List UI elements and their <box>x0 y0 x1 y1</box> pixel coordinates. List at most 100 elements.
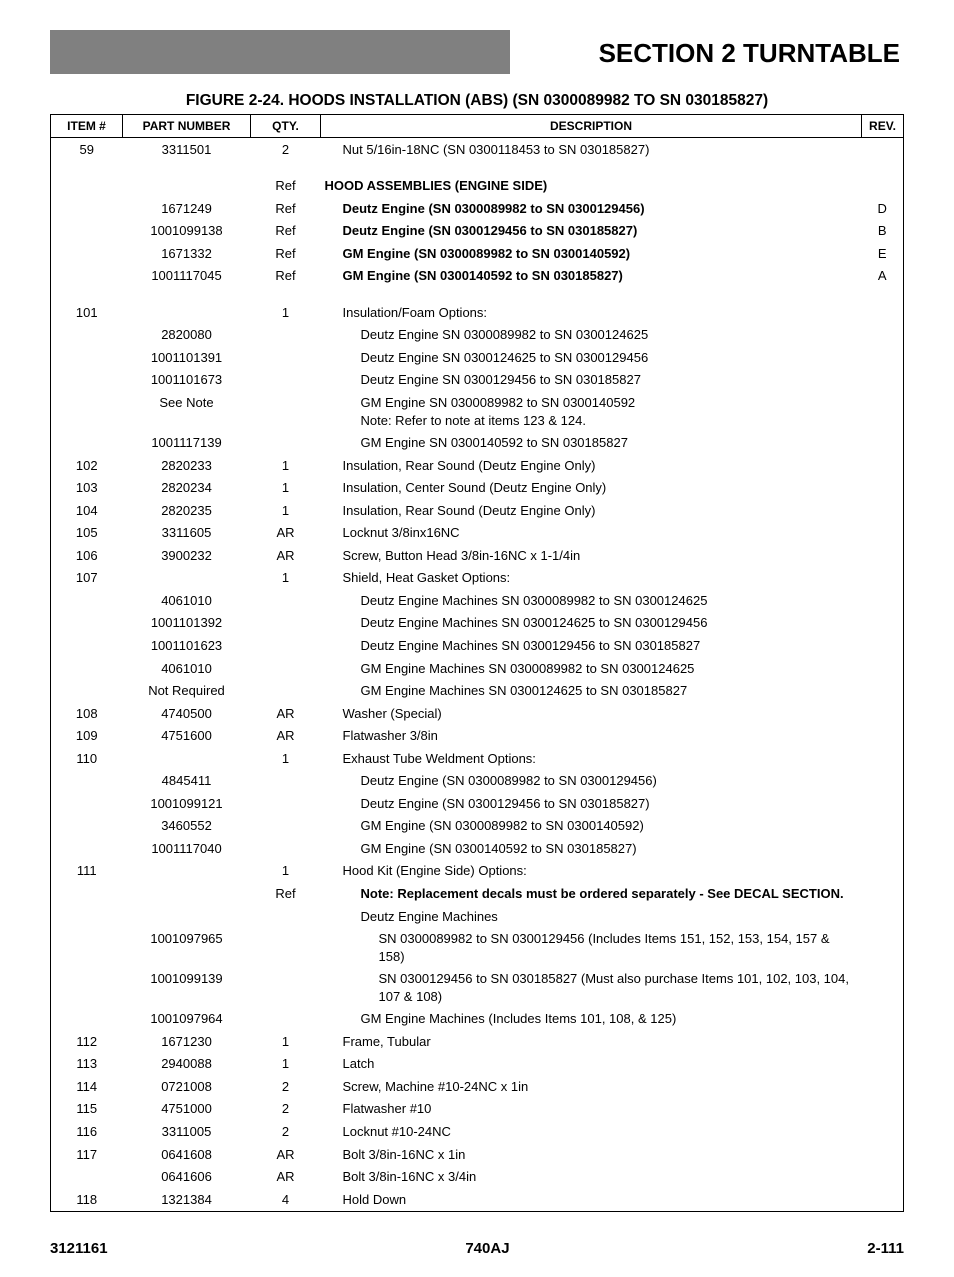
cell-rev <box>862 968 904 1008</box>
cell-desc: GM Engine Machines SN 0300089982 to SN 0… <box>321 657 862 680</box>
cell-item: 105 <box>51 522 123 545</box>
cell-rev <box>862 837 904 860</box>
th-part: PART NUMBER <box>123 115 251 138</box>
table-row: 10228202331Insulation, Rear Sound (Deutz… <box>51 454 904 477</box>
table-row: 11329400881Latch <box>51 1053 904 1076</box>
table-row: 1001099139SN 0300129456 to SN 030185827 … <box>51 968 904 1008</box>
cell-item <box>51 837 123 860</box>
cell-part <box>123 860 251 883</box>
cell-part: 1671230 <box>123 1030 251 1053</box>
cell-part: 1001117045 <box>123 265 251 288</box>
page: SECTION 2 TURNTABLE FIGURE 2-24. HOODS I… <box>0 0 954 1277</box>
cell-qty: 1 <box>251 567 321 590</box>
header-gray-block <box>50 30 510 74</box>
cell-qty: 1 <box>251 301 321 324</box>
cell-item: 118 <box>51 1188 123 1211</box>
cell-rev <box>862 747 904 770</box>
cell-desc: Frame, Tubular <box>321 1030 862 1053</box>
cell-desc: Nut 5/16in-18NC (SN 0300118453 to SN 030… <box>321 138 862 161</box>
table-row: 1001117040GM Engine (SN 0300140592 to SN… <box>51 837 904 860</box>
cell-rev <box>862 1030 904 1053</box>
cell-part: Not Required <box>123 680 251 703</box>
cell-rev <box>862 634 904 657</box>
cell-rev <box>862 432 904 455</box>
cell-desc: Deutz Engine SN 0300129456 to SN 0301858… <box>321 369 862 392</box>
cell-rev <box>862 680 904 703</box>
cell-item: 110 <box>51 747 123 770</box>
cell-desc: Hood Kit (Engine Side) Options: <box>321 860 862 883</box>
cell-desc: Deutz Engine Machines SN 0300129456 to S… <box>321 634 862 657</box>
table-row: 1001117045RefGM Engine (SN 0300140592 to… <box>51 265 904 288</box>
cell-rev <box>862 369 904 392</box>
cell-item <box>51 634 123 657</box>
table-row: 10328202341Insulation, Center Sound (Deu… <box>51 477 904 500</box>
cell-item: 114 <box>51 1075 123 1098</box>
cell-rev <box>862 770 904 793</box>
cell-part: 0721008 <box>123 1075 251 1098</box>
cell-desc: GM Engine (SN 0300140592 to SN 030185827… <box>321 265 862 288</box>
cell-part: 3311605 <box>123 522 251 545</box>
cell-rev <box>862 815 904 838</box>
cell-qty: 1 <box>251 747 321 770</box>
page-footer: 3121161 740AJ 2-111 <box>50 1240 904 1257</box>
cell-part: 2820234 <box>123 477 251 500</box>
cell-rev <box>862 544 904 567</box>
cell-item: 113 <box>51 1053 123 1076</box>
cell-qty: 1 <box>251 499 321 522</box>
cell-item <box>51 883 123 906</box>
cell-desc: Deutz Engine (SN 0300089982 to SN 030012… <box>321 770 862 793</box>
cell-desc: Insulation, Center Sound (Deutz Engine O… <box>321 477 862 500</box>
cell-desc: Deutz Engine (SN 0300129456 to SN 030185… <box>321 792 862 815</box>
cell-rev <box>862 391 904 431</box>
cell-part <box>123 567 251 590</box>
section-title: SECTION 2 TURNTABLE <box>510 30 904 74</box>
cell-desc: GM Engine Machines (Includes Items 101, … <box>321 1008 862 1031</box>
cell-item: 117 <box>51 1143 123 1166</box>
cell-part: 4845411 <box>123 770 251 793</box>
cell-desc: Deutz Engine SN 0300124625 to SN 0300129… <box>321 346 862 369</box>
cell-desc: GM Engine SN 0300140592 to SN 030185827 <box>321 432 862 455</box>
cell-part: 4740500 <box>123 702 251 725</box>
table-row: 11813213844Hold Down <box>51 1188 904 1211</box>
cell-desc: Flatwasher #10 <box>321 1098 862 1121</box>
cell-part: 1001101673 <box>123 369 251 392</box>
cell-desc: GM Engine Machines SN 0300124625 to SN 0… <box>321 680 862 703</box>
cell-rev <box>862 702 904 725</box>
cell-qty: 2 <box>251 1098 321 1121</box>
cell-desc: GM Engine (SN 0300089982 to SN 030014059… <box>321 815 862 838</box>
cell-desc: Hold Down <box>321 1188 862 1211</box>
cell-item <box>51 612 123 635</box>
cell-item <box>51 220 123 243</box>
table-row: 1094751600ARFlatwasher 3/8in <box>51 725 904 748</box>
cell-qty <box>251 905 321 928</box>
cell-qty: 2 <box>251 1121 321 1144</box>
cell-desc: Latch <box>321 1053 862 1076</box>
cell-desc: GM Engine (SN 0300089982 to SN 030014059… <box>321 242 862 265</box>
cell-qty: Ref <box>251 265 321 288</box>
cell-item <box>51 1008 123 1031</box>
cell-qty <box>251 346 321 369</box>
cell-part: 4751000 <box>123 1098 251 1121</box>
cell-part: 2820233 <box>123 454 251 477</box>
cell-desc: Bolt 3/8in-16NC x 3/4in <box>321 1166 862 1189</box>
cell-desc: Shield, Heat Gasket Options: <box>321 567 862 590</box>
table-row: 11407210082Screw, Machine #10-24NC x 1in <box>51 1075 904 1098</box>
cell-part: 4061010 <box>123 657 251 680</box>
cell-part: 1001101391 <box>123 346 251 369</box>
cell-qty: 1 <box>251 454 321 477</box>
cell-rev <box>862 1121 904 1144</box>
cell-qty: AR <box>251 725 321 748</box>
th-qty: QTY. <box>251 115 321 138</box>
table-row: 3460552GM Engine (SN 0300089982 to SN 03… <box>51 815 904 838</box>
cell-desc: Deutz Engine (SN 0300129456 to SN 030185… <box>321 220 862 243</box>
cell-qty <box>251 634 321 657</box>
table-row: 1001101391 Deutz Engine SN 0300124625 to … <box>51 346 904 369</box>
cell-desc: Screw, Machine #10-24NC x 1in <box>321 1075 862 1098</box>
cell-desc: GM Engine (SN 0300140592 to SN 030185827… <box>321 837 862 860</box>
cell-qty: AR <box>251 544 321 567</box>
table-row: 1001101392Deutz Engine Machines SN 03001… <box>51 612 904 635</box>
th-item: ITEM # <box>51 115 123 138</box>
cell-part: 4061010 <box>123 589 251 612</box>
cell-rev <box>862 928 904 968</box>
cell-item <box>51 770 123 793</box>
